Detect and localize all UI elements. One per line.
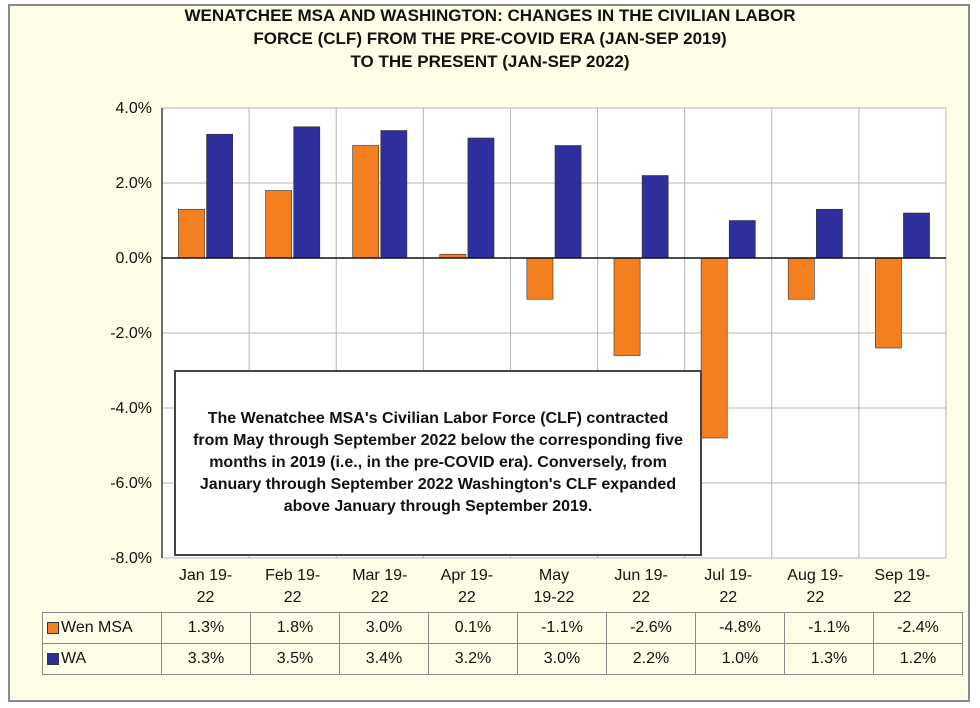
x-tick-label: 22 [458,589,476,606]
data-label: 2.2% [606,643,696,675]
table-row: Wen MSA 1.3% 1.8% 3.0% 0.1% -1.1% -2.6% -4.8% -1… [42,612,963,644]
x-tick-label: Jan 19- [179,567,232,584]
data-label: -1.1% [784,612,874,644]
x-tick-label: 22 [632,589,650,606]
legend-entry: WA [42,643,162,675]
x-tick-label: 22 [284,589,302,606]
chart-title: WENATCHEE MSA AND WASHINGTON: CHANGES IN… [0,4,980,73]
title-line-2: FORCE (CLF) FROM THE PRE-COVID ERA (JAN-… [253,29,727,48]
annotation-text: The Wenatchee MSA's Civilian Labor Force… [193,410,683,515]
data-label: -2.6% [606,612,696,644]
bar-wa [641,175,669,259]
bar-wen-msa [352,145,380,259]
title-line-3: TO THE PRESENT (JAN-SEP 2022) [350,52,630,71]
data-label: 3.3% [161,643,251,675]
bar-wa [293,126,321,259]
x-tick-label: 22 [894,589,912,606]
data-label: 1.0% [695,643,785,675]
annotation-box: The Wenatchee MSA's Civilian Labor Force… [174,370,702,556]
y-tick-label: 0.0% [116,250,152,267]
x-tick-label: May [539,567,569,584]
x-tick-label: Feb 19- [265,567,320,584]
x-tick-label: Apr 19- [441,567,493,584]
data-table: Wen MSA 1.3% 1.8% 3.0% 0.1% -1.1% -2.6% -4.8% -1… [42,612,963,675]
bar-wen-msa [613,257,641,356]
bar-wa [816,208,843,259]
data-label: 3.4% [339,643,429,675]
y-tick-label: 4.0% [116,100,152,117]
bar-wen-msa [700,257,728,439]
data-label: 3.0% [339,612,429,644]
legend-label: Wen MSA [61,619,133,636]
legend-label: WA [61,650,87,667]
title-line-1: WENATCHEE MSA AND WASHINGTON: CHANGES IN… [184,6,796,25]
y-tick-label: -4.0% [110,400,152,417]
x-tick-label: 22 [806,589,824,606]
data-label: 1.3% [161,612,251,644]
legend-swatch [47,621,59,634]
x-tick-label: Sep 19- [874,567,930,584]
x-tick-label: Aug 19- [787,567,843,584]
data-label: 1.2% [873,643,963,675]
bar-wen-msa [265,190,292,259]
data-label: 3.0% [517,643,607,675]
x-tick-label: 22 [197,589,215,606]
bar-wen-msa [178,208,205,259]
x-tick-label: 22 [719,589,737,606]
bar-wen-msa [787,257,815,300]
x-tick-label: 22 [371,589,389,606]
bar-wa [467,137,495,259]
bar-wa [380,130,408,259]
data-label: 1.3% [784,643,874,675]
x-tick-label: Jul 19- [704,567,752,584]
legend-entry: Wen MSA [42,612,162,644]
bar-wa [728,220,756,259]
data-label: 3.5% [250,643,340,675]
y-tick-label: 2.0% [116,175,152,192]
x-tick-label: 19-22 [534,589,575,606]
y-tick-label: -8.0% [110,550,152,567]
bar-wa [206,133,233,259]
data-label: -4.8% [695,612,785,644]
bar-wa [554,145,582,259]
bar-wen-msa [526,257,554,300]
x-tick-label: Jun 19- [614,567,667,584]
legend-swatch [47,652,59,665]
data-label: -1.1% [517,612,607,644]
table-row: WA 3.3% 3.5% 3.4% 3.2% 3.0% 2.2% 1.0% 1.3% 1.2% [42,643,963,675]
y-tick-label: -2.0% [110,325,152,342]
bar-wa [903,212,930,259]
data-label: -2.4% [873,612,963,644]
data-label: 0.1% [428,612,518,644]
bar-wen-msa [875,257,902,349]
y-tick-label: -6.0% [110,475,152,492]
x-tick-label: Mar 19- [352,567,407,584]
data-label: 3.2% [428,643,518,675]
data-label: 1.8% [250,612,340,644]
